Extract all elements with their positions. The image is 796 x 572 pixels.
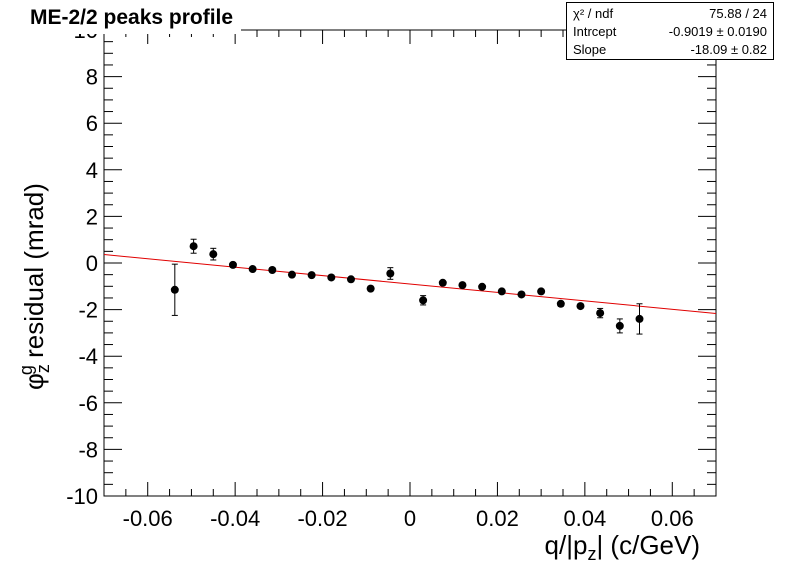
x-tick-label: 0.02 — [476, 506, 519, 531]
fit-line — [103, 254, 717, 315]
x-tick-label: 0 — [404, 506, 416, 531]
data-point — [438, 278, 447, 287]
data-point — [458, 281, 467, 290]
y-tick-label: 8 — [86, 65, 98, 90]
stats-row-chi2: χ² / ndf 75.88 / 24 — [573, 5, 767, 23]
data-point — [366, 284, 375, 293]
stats-label: Slope — [573, 42, 607, 57]
data-point — [576, 302, 585, 311]
stats-row-slope: Slope -18.09 ± 0.82 — [573, 41, 767, 59]
data-point — [189, 242, 198, 251]
y-tick-label: -8 — [78, 437, 98, 462]
fit-stats-box: χ² / ndf 75.88 / 24 Intrcept -0.9019 ± 0… — [566, 2, 774, 60]
data-point — [635, 314, 644, 323]
data-point — [556, 299, 565, 308]
y-tick-label: -10 — [66, 484, 98, 509]
data-point — [268, 265, 277, 274]
data-point — [307, 271, 316, 280]
data-point — [537, 287, 546, 296]
data-point — [248, 265, 257, 274]
y-tick-label: 0 — [86, 251, 98, 276]
x-axis-title: q/|pz| (c/GeV) — [545, 530, 700, 564]
stats-row-intercept: Intrcept -0.9019 ± 0.0190 — [573, 23, 767, 41]
stats-label: Intrcept — [573, 24, 617, 39]
stats-value: -18.09 ± 0.82 — [690, 42, 767, 57]
data-point — [478, 282, 487, 291]
y-tick-label: 2 — [86, 204, 98, 229]
data-point — [287, 270, 296, 279]
stats-value: -0.9019 ± 0.0190 — [668, 24, 767, 39]
data-point — [419, 296, 428, 305]
data-point — [170, 285, 179, 294]
data-point — [228, 260, 237, 269]
data-point — [517, 290, 526, 299]
x-tick-label: -0.06 — [123, 506, 173, 531]
x-tick-label: 0.04 — [563, 506, 606, 531]
y-tick-label: -6 — [78, 391, 98, 416]
chart-title: ME-2/2 peaks profile — [30, 6, 234, 29]
y-tick-label: 4 — [86, 158, 98, 183]
stats-value: 75.88 / 24 — [709, 6, 767, 21]
x-tick-label: -0.02 — [297, 506, 347, 531]
data-point — [497, 287, 506, 296]
data-point — [346, 275, 355, 284]
y-tick-label: -2 — [78, 298, 98, 323]
x-tick-label: -0.04 — [210, 506, 260, 531]
y-axis-title: φzg residual (mrad) — [16, 183, 53, 390]
x-tick-label: 0.06 — [651, 506, 694, 531]
y-tick-label: 6 — [86, 111, 98, 136]
data-point — [615, 321, 624, 330]
stats-label: χ² / ndf — [573, 6, 614, 21]
data-point — [596, 309, 605, 318]
y-tick-label: -4 — [78, 344, 98, 369]
chart-title-box: ME-2/2 peaks profile — [22, 2, 242, 34]
data-point — [209, 250, 218, 259]
data-point — [386, 269, 395, 278]
data-point — [327, 273, 336, 282]
